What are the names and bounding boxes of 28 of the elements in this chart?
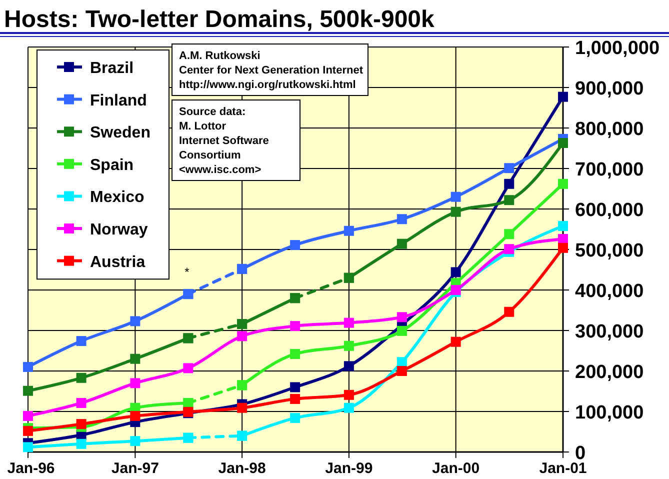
annotation: A.M. Rutkowski Center for Next Generation Internet http://www.ngi.org/rutkowski.html — [179, 50, 364, 91]
y-tick-label: 600,000 — [575, 200, 644, 221]
legend-label: Norway — [90, 222, 148, 238]
x-tick-label: Jan-97 — [111, 460, 159, 477]
legend-label: Brazil — [90, 60, 134, 77]
text-box: Source data: M. Lottor Internet Software Consortium <www.isc.com> — [172, 100, 300, 181]
y-tick-label: 200,000 — [575, 362, 644, 383]
legend-label: Spain — [90, 156, 134, 174]
y-tick-label: 700,000 — [575, 160, 644, 180]
legend-label: Austria — [90, 254, 146, 271]
legend-label: Finland — [90, 92, 147, 110]
y-tick-label: 400,000 — [575, 281, 644, 302]
y-tick-label: 300,000 — [575, 322, 644, 342]
legend-label: Sweden — [90, 124, 150, 142]
y-tick-label: 100,000 — [575, 402, 644, 424]
annotation: Source data: M. Lottor Internet Software Consortium <www.isc.com> — [179, 106, 269, 176]
x-tick-label: Jan-96 — [7, 460, 55, 477]
y-tick-label: 900,000 — [575, 78, 644, 100]
x-tick-label: Jan-98 — [218, 460, 266, 477]
y-tick-label: 1,000,000 — [575, 38, 660, 59]
y-tick-label: 800,000 — [575, 119, 644, 140]
annotation: * — [184, 265, 190, 279]
text-box: A.M. Rutkowski Center for Next Generation Internet http://www.ngi.org/rutkowski.html — [172, 44, 368, 96]
x-tick-label: Jan-99 — [325, 460, 373, 477]
y-tick-label: 500,000 — [575, 240, 644, 262]
x-tick-label: Jan-00 — [432, 460, 480, 477]
chart-title: Hosts: Two-letter Domains, 500k-900k — [4, 6, 436, 33]
legend-label: Mexico — [90, 189, 144, 206]
